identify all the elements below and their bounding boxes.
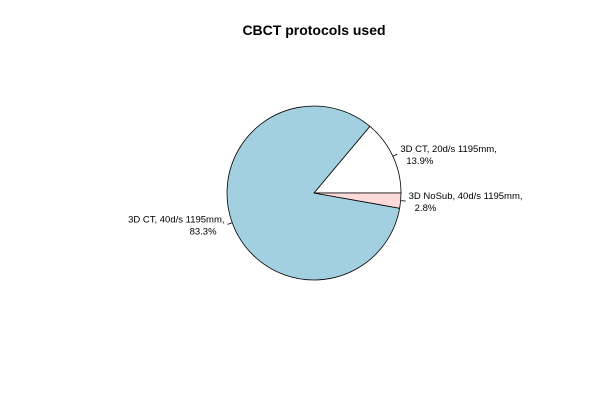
pie-slice-1 <box>226 105 401 281</box>
slice-label-2: 3D NoSub, 40d/s 1195mm, <box>409 191 523 202</box>
pie-labels: 3D CT, 20d/s 1195mm,13.9% 3D CT, 40d/s 11… <box>128 144 522 237</box>
slice-label-0: 3D CT, 20d/s 1195mm, <box>400 144 496 155</box>
pie-slices <box>226 105 402 281</box>
slice-percent-1: 83.3% <box>190 226 217 237</box>
leader-line-0 <box>392 153 398 157</box>
chart-title: CBCT protocols used <box>242 22 385 38</box>
slice-percent-0: 13.9% <box>406 156 433 167</box>
slice-percent-2: 2.8% <box>415 203 437 214</box>
pie-leaders <box>227 153 406 225</box>
slice-label-1: 3D CT, 40d/s 1195mm, <box>128 214 224 225</box>
leader-line-1 <box>227 222 233 225</box>
pie-slice-2 <box>313 192 402 209</box>
